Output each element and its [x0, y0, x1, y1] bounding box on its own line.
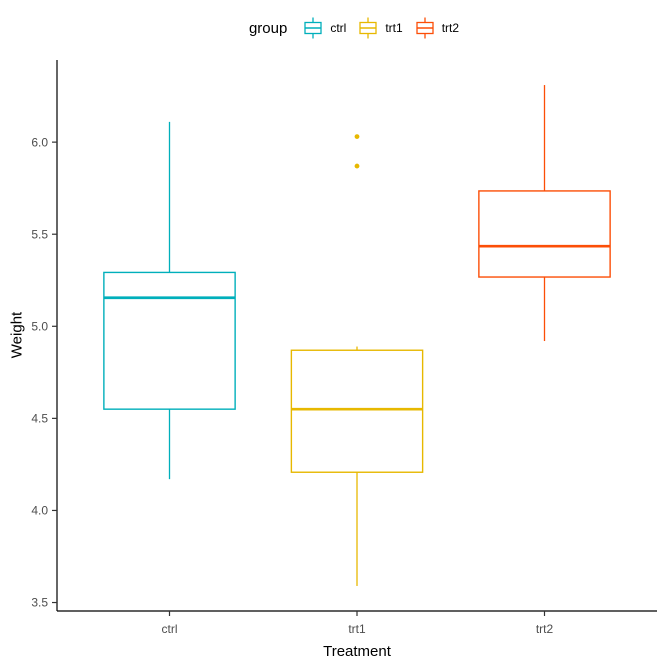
box: [478, 190, 611, 278]
legend-entry-trt1: trt1: [358, 16, 403, 40]
legend-entry-label: trt2: [441, 21, 460, 35]
box: [290, 349, 424, 473]
box: [103, 271, 236, 410]
x-axis-title: Treatment: [323, 643, 391, 660]
legend-key-boxplot-icon: [416, 17, 434, 39]
legend-entry-label: trt1: [385, 21, 403, 35]
legend-entry-trt2: trt2: [415, 16, 459, 40]
y-tick-label: 5.5: [31, 227, 48, 241]
y-tick-label: 3.5: [31, 596, 48, 610]
outlier-point: [354, 134, 360, 140]
legend-key-boxplot-icon: [304, 17, 322, 39]
x-tick-label: trt1: [348, 622, 366, 636]
legend: group ctrl trt1 trt2: [57, 14, 657, 42]
boxplot-trt2: [478, 85, 611, 342]
outlier-point: [354, 163, 360, 169]
legend-title: group: [248, 19, 288, 37]
boxplot-trt1: [290, 134, 424, 586]
y-tick-label: 6.0: [31, 135, 48, 149]
x-tick-label: trt2: [536, 622, 554, 636]
legend-key-boxplot-icon: [359, 17, 377, 39]
y-tick-label: 4.0: [31, 504, 48, 518]
y-tick-label: 4.5: [31, 412, 48, 426]
boxplot-ctrl: [103, 121, 236, 480]
legend-entry-label: ctrl: [330, 21, 347, 35]
legend-entry-ctrl: ctrl: [303, 16, 346, 40]
x-tick-label: ctrl: [162, 622, 178, 636]
legend-entries: ctrl trt1 trt2: [297, 16, 465, 40]
y-tick-label: 5.0: [31, 319, 48, 333]
